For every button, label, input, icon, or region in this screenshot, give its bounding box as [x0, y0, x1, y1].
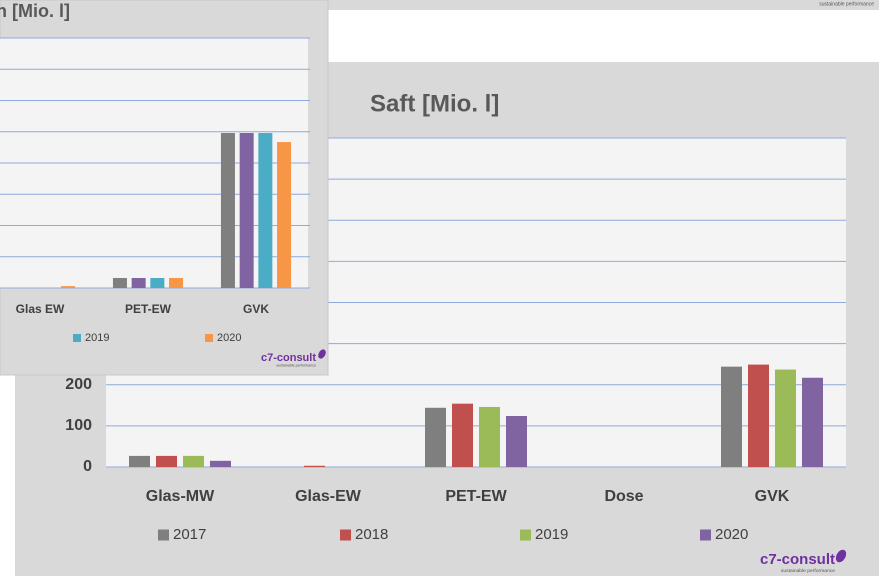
bar	[506, 416, 527, 467]
x-tick-label: GVK	[755, 488, 790, 505]
logo: c7-consult	[760, 551, 835, 568]
legend-label: 2020	[715, 526, 748, 543]
chart-title: h [Mio. l]	[0, 1, 70, 21]
logo: c7-consult	[261, 352, 316, 364]
bar	[239, 133, 254, 288]
legend-swatch	[700, 529, 711, 541]
bar	[258, 133, 273, 288]
bar	[304, 465, 325, 467]
bar	[721, 366, 742, 467]
legend-label: 2018	[355, 526, 388, 543]
bar	[220, 133, 235, 288]
bar	[210, 460, 231, 467]
legend-label: 2020	[217, 332, 241, 344]
legend-swatch	[340, 529, 351, 541]
overlay-slide: h [Mio. l]0100200300400500600700800Glas …	[0, 0, 329, 376]
white-banner	[327, 10, 879, 62]
y-tick-label: 100	[65, 417, 92, 434]
bar	[479, 406, 500, 467]
bar	[129, 455, 150, 467]
bar	[131, 278, 146, 288]
bar	[183, 455, 204, 467]
bar	[775, 369, 796, 467]
legend-swatch	[205, 334, 213, 342]
bar	[156, 455, 177, 467]
y-tick-label: 0	[83, 458, 92, 475]
bar	[150, 278, 165, 288]
legend-label: 2019	[535, 526, 568, 543]
x-tick-label: Glas-MW	[146, 488, 215, 505]
x-tick-label: Dose	[604, 488, 643, 505]
x-tick-label: PET-EW	[445, 488, 507, 505]
logo-icon	[835, 549, 847, 563]
bar	[452, 403, 473, 467]
bar	[802, 377, 823, 467]
chart-title: Saft [Mio. l]	[370, 90, 499, 117]
bar	[748, 364, 769, 467]
bar	[169, 278, 184, 288]
bar	[112, 278, 127, 288]
bar	[425, 407, 446, 467]
legend-label: 2019	[85, 332, 109, 344]
bar	[61, 286, 76, 288]
x-tick-label: PET-EW	[125, 302, 172, 316]
x-tick-label: Glas-EW	[295, 488, 362, 505]
legend-swatch	[158, 529, 169, 541]
x-tick-label: GVK	[243, 302, 269, 316]
legend-swatch	[520, 529, 531, 541]
legend-swatch	[73, 334, 81, 342]
x-tick-label: Glas EW	[16, 302, 65, 316]
header-tagline: sustainable performance	[819, 1, 874, 7]
y-tick-label: 200	[65, 376, 92, 393]
logo-icon	[318, 349, 326, 359]
legend-label: 2017	[173, 526, 206, 543]
logo-tagline: sustainable performance	[781, 568, 835, 574]
logo-tagline: sustainable performance	[276, 364, 316, 368]
bar	[277, 142, 292, 288]
